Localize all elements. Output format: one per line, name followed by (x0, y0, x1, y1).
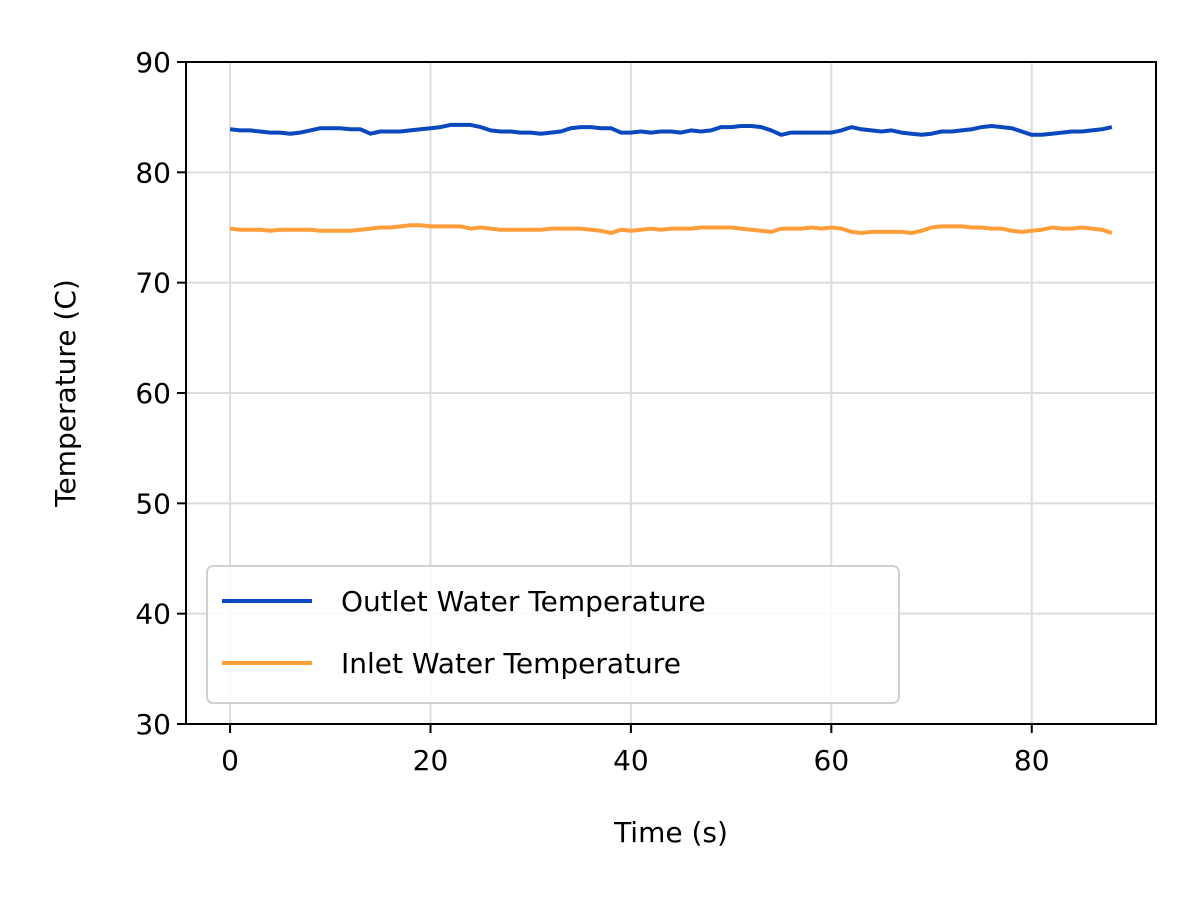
y-tick-label: 70 (135, 267, 171, 300)
y-tick-label: 50 (135, 487, 171, 520)
series-line-2 (229, 223, 1113, 235)
series-lines (229, 122, 1113, 235)
x-axis-label: Time (s) (613, 816, 728, 849)
series-line-1 (229, 122, 1113, 137)
y-tick-label: 80 (135, 156, 171, 189)
y-tick-label: 40 (135, 598, 171, 631)
y-tick-label: 60 (135, 377, 171, 410)
x-tick-label: 0 (221, 744, 239, 777)
x-axis-ticks: 0 20 40 60 80 (221, 724, 1050, 777)
legend-label-2: Inlet Water Temperature (341, 647, 681, 680)
x-tick-label: 80 (1014, 744, 1050, 777)
y-axis-ticks: 30 40 50 60 70 80 90 (135, 46, 186, 741)
x-tick-label: 40 (613, 744, 649, 777)
y-axis-label: Temperature (C) (49, 279, 82, 508)
y-tick-label: 30 (135, 708, 171, 741)
x-tick-label: 20 (413, 744, 449, 777)
grid-lines (186, 61, 1156, 725)
legend-box (206, 565, 900, 704)
legend: Outlet Water Temperature Inlet Water Temp… (206, 565, 900, 704)
y-tick-label: 90 (135, 46, 171, 79)
legend-label-1: Outlet Water Temperature (341, 585, 706, 618)
x-tick-label: 60 (814, 744, 850, 777)
